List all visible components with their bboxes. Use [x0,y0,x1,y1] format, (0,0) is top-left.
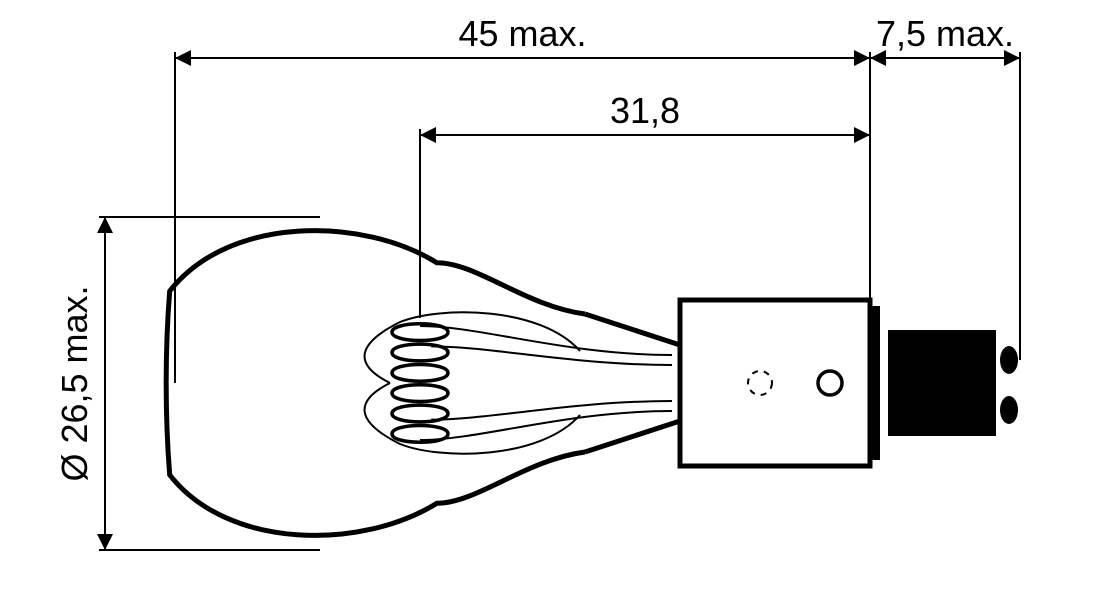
dim-diameter: Ø 26,5 max. [54,285,95,481]
cap-contact-1 [1000,346,1018,374]
filament-coil [392,324,448,442]
dim-base-length: 7,5 max. [876,13,1014,54]
dim-overall-length: 45 max. [458,13,586,54]
cap-contact-2 [1000,396,1018,424]
pin-hole-solid [818,371,842,395]
bulb-drawing [166,231,1018,536]
dim-filament-center: 31,8 [610,90,680,131]
cap-plate [870,306,880,460]
cap-body [888,330,996,436]
glass-envelope [166,231,585,536]
pin-hole-hidden [748,371,772,395]
